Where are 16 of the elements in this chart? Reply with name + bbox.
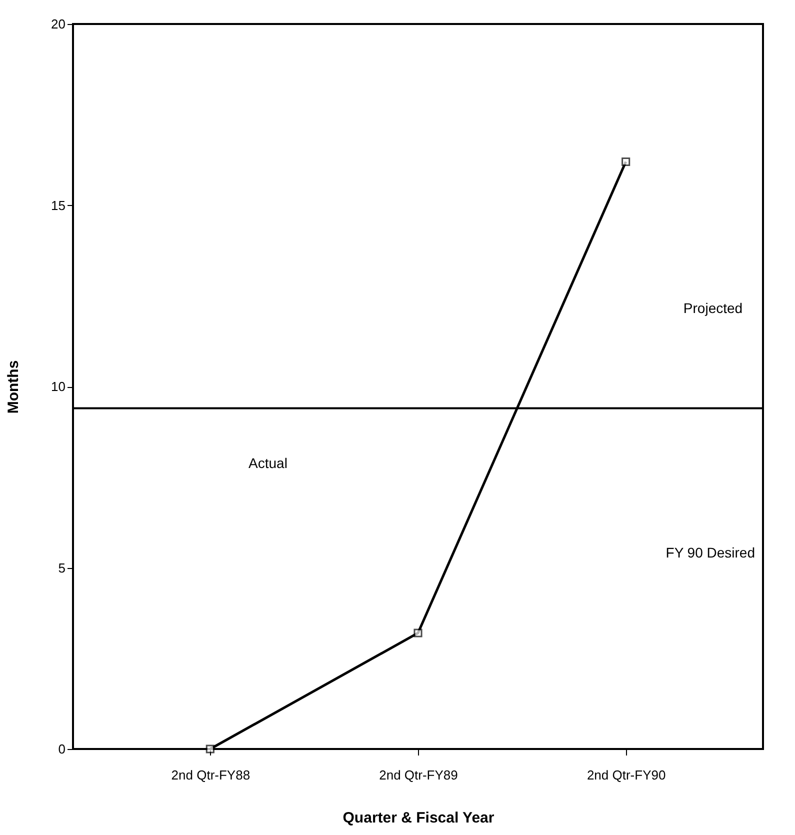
y-tick-label: 5 [58,560,66,576]
y-tick-label: 0 [58,742,66,756]
annotation: Projected [683,300,743,316]
annotation: Actual [248,455,288,471]
y-tick-label: 20 [51,16,66,32]
y-tick-label: 15 [51,198,66,213]
point [622,157,630,166]
x-tick-label: 2nd Qtr-FY90 [586,768,666,782]
y-tick-label: 10 [51,379,66,394]
y-axis-title: Months [5,360,22,414]
ref-line-label: FY 90 Desired [666,544,755,560]
x-tick-label: 2nd Qtr-FY89 [379,768,458,782]
x-axis-title: Quarter & Fiscal Year [342,810,494,826]
x-tick-label: 2nd Qtr-FY88 [171,768,250,782]
point [414,628,422,638]
point [206,744,214,754]
